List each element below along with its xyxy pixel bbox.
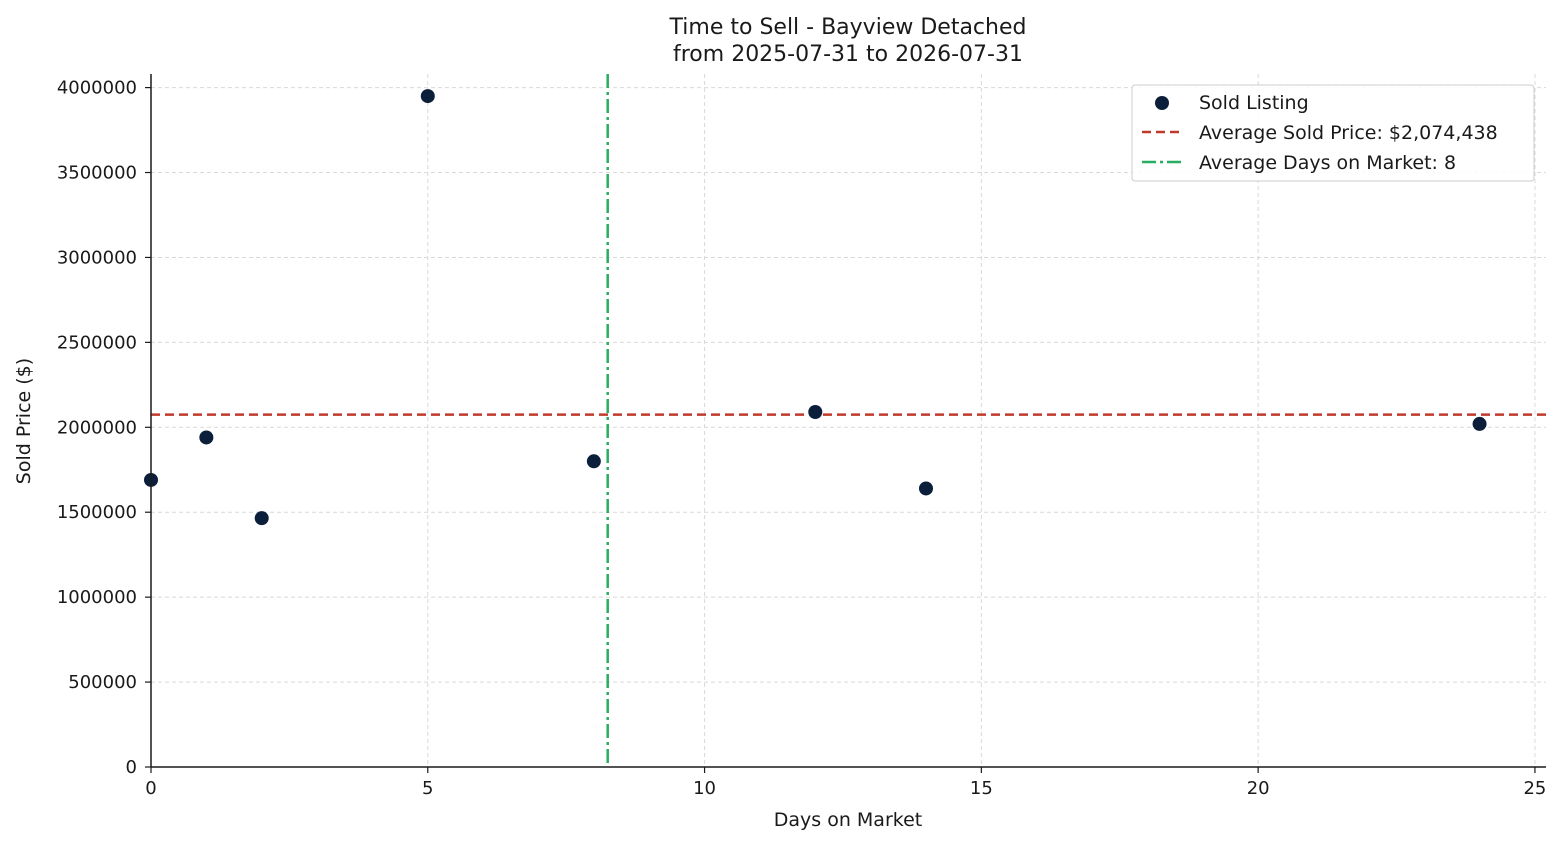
x-tick-label: 25 bbox=[1523, 778, 1546, 799]
scatter-point bbox=[1472, 416, 1487, 431]
x-axis-label: Days on Market bbox=[774, 809, 922, 831]
legend-label-sold-listing: Sold Listing bbox=[1199, 92, 1309, 114]
axes bbox=[145, 74, 1546, 773]
y-axis-label: Sold Price ($) bbox=[13, 358, 35, 484]
x-tick-label: 15 bbox=[970, 778, 993, 799]
tick-labels: 0 5 10 15 20 25 0 500000 1000000 1500000 2000000 25… bbox=[57, 78, 1547, 799]
legend-box bbox=[1131, 84, 1535, 182]
y-tick-label: 2500000 bbox=[57, 332, 137, 353]
reference-lines bbox=[151, 74, 1546, 767]
legend-label-average-price: Average Sold Price: $2,074,438 bbox=[1199, 122, 1498, 144]
scatter-point bbox=[199, 430, 214, 445]
scatter-point bbox=[254, 511, 269, 526]
data-points bbox=[144, 89, 1487, 526]
chart-subtitle: from 2025-07-31 to 2026-07-31 bbox=[673, 42, 1023, 67]
y-tick-label: 4000000 bbox=[57, 78, 137, 99]
y-tick-label: 2000000 bbox=[57, 417, 137, 438]
x-tick-label: 0 bbox=[145, 778, 156, 799]
scatter-point bbox=[919, 481, 933, 496]
y-tick-label: 1500000 bbox=[57, 502, 137, 523]
y-tick-label: 500000 bbox=[68, 672, 137, 693]
legend: Sold Listing Average Sold Price: $2,074,… bbox=[1131, 84, 1535, 182]
y-tick-label: 1000000 bbox=[57, 587, 137, 608]
scatter-point bbox=[808, 405, 823, 420]
y-tick-label: 3500000 bbox=[57, 163, 137, 184]
y-tick-label: 3000000 bbox=[57, 247, 137, 268]
chart-title: Time to Sell - Bayview Detached bbox=[669, 15, 1027, 40]
legend-marker-sold-listing bbox=[1155, 96, 1169, 110]
scatter-point bbox=[420, 89, 435, 104]
scatter-point bbox=[586, 454, 601, 469]
x-tick-label: 5 bbox=[422, 778, 433, 799]
legend-label-average-days: Average Days on Market: 8 bbox=[1199, 152, 1456, 174]
x-tick-label: 20 bbox=[1247, 778, 1270, 799]
x-tick-label: 10 bbox=[693, 778, 716, 799]
y-tick-label: 0 bbox=[126, 757, 137, 778]
